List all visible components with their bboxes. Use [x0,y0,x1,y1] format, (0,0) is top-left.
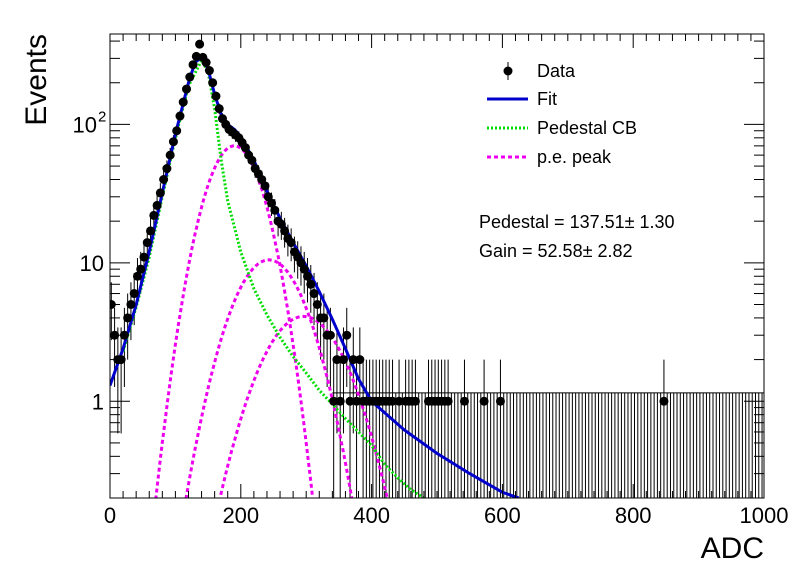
data-point [345,396,355,406]
legend-label-fit: Fit [537,89,557,109]
data-point [201,58,211,68]
pe-peak-curve-3 [218,314,389,498]
data-point [129,289,139,299]
data-point [119,330,129,340]
data-point [348,355,358,365]
data-point [329,396,339,406]
data-point [175,111,185,121]
data-point [479,396,489,406]
data-point [162,164,172,174]
data-point [159,174,169,184]
data-point [188,60,198,70]
x-axis-title: ADC [701,532,764,565]
data-point [214,104,224,114]
gain-annotation: Gain = 52.58± 2.82 [479,241,633,261]
data-point [394,396,404,406]
data-point [195,39,205,49]
data-point [342,330,352,340]
data-point [208,78,218,88]
data-point [332,355,342,365]
y-tick-label: 10 [80,251,104,276]
data-point [136,264,146,274]
data-point [270,205,280,215]
x-tick-label: 400 [353,503,390,528]
y-tick-label: 10 [73,112,97,137]
data-point [410,396,420,406]
data-point [306,279,316,289]
data-point [335,396,345,406]
data-point [142,238,152,248]
data-point [495,396,505,406]
x-tick-label: 1000 [740,503,789,528]
data-point [146,226,156,236]
data-point [185,72,195,82]
y-tick-label: 1 [92,389,104,414]
data-point [355,355,365,365]
data-point [260,181,270,191]
x-tick-label: 200 [222,503,259,528]
data-point [276,219,286,229]
data-points [110,39,669,406]
data-point [149,210,159,220]
legend-item-fit: Fit [487,89,557,109]
data-point [352,396,362,406]
data-point [152,200,162,210]
legend-item-pe-peak: p.e. peak [487,147,612,167]
pedestal-annotation: Pedestal = 137.51± 1.30 [479,212,675,232]
data-point [443,396,453,406]
legend: Data Fit Pedestal CB p.e. peak [487,61,637,167]
data-point [303,271,313,281]
x-tick-label: 800 [615,503,652,528]
data-point [123,313,133,323]
data-point [309,289,319,299]
x-tick-label: 0 [104,503,116,528]
data-point [132,271,142,281]
data-point [267,198,277,208]
data-point [168,137,178,147]
legend-label-data: Data [537,61,576,81]
data-point [659,396,669,406]
data-point [388,396,398,406]
data-point [240,143,250,153]
data-point [116,355,126,365]
data-point [172,126,182,136]
legend-item-pedestal: Pedestal CB [487,118,637,138]
x-tick-label: 600 [484,503,521,528]
data-point [247,155,257,165]
data-point [319,313,329,323]
data-point [286,238,296,248]
error-bars [110,41,764,498]
data-point [126,300,136,310]
x-axis-ticks: 0 200 400 600 800 1000 [104,34,789,528]
data-point [182,84,192,94]
data-point [280,226,290,236]
legend-label-pe-peak: p.e. peak [537,147,612,167]
data-point [178,97,188,107]
legend-label-pedestal: Pedestal CB [537,118,637,138]
data-point [155,188,165,198]
data-point [312,300,322,310]
legend-data-marker [503,66,513,76]
y-axis-title: Events [20,34,53,126]
pe-peak-curves [154,144,389,498]
legend-item-data: Data [503,61,576,81]
data-point [139,252,149,262]
data-point [211,91,221,101]
data-point [325,330,335,340]
data-point [338,355,348,365]
data-point [459,396,469,406]
data-point [204,66,214,76]
pe-peak-curve-2 [184,258,354,498]
data-point [165,150,175,160]
plot-area [110,39,764,498]
data-point [299,264,309,274]
y-tick-exponent: 2 [98,108,106,125]
